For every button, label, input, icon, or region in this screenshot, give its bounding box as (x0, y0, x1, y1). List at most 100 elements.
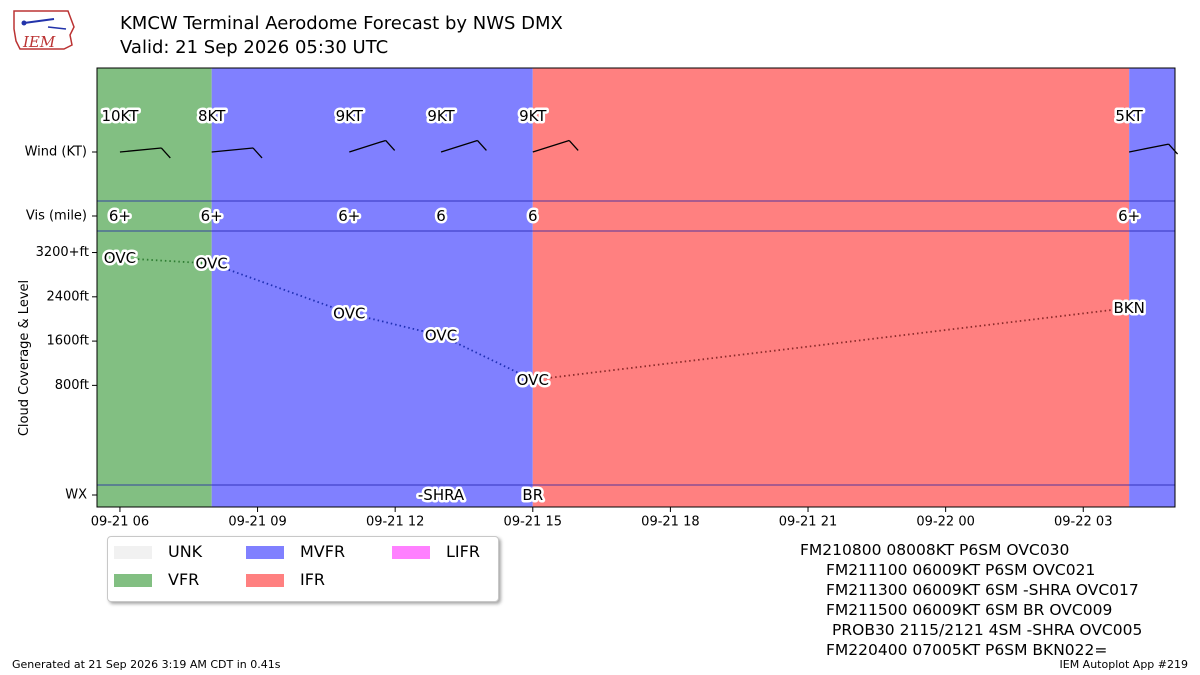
cloud-line-blue (211, 262, 534, 381)
cloud-level-lines (119, 257, 1130, 381)
vis-label-halo: 6 (528, 207, 538, 225)
category-bands (97, 68, 1175, 507)
x-tick-label: 09-21 09 (228, 515, 286, 530)
legend-label: VFR (168, 570, 200, 589)
taf-line: PROB30 2115/2121 4SM -SHRA OVC005 (832, 621, 1143, 639)
footer-app: IEM Autoplot App #219 (1059, 658, 1189, 671)
vis-label: 6+ (201, 207, 223, 225)
legend-swatch (246, 546, 284, 559)
vis-label-halo: 6+ (1118, 207, 1140, 225)
chart-title: KMCW Terminal Aerodome Forecast by NWS D… (120, 13, 563, 34)
x-tick-label: 09-21 12 (366, 515, 424, 530)
logo-text: IEM (22, 33, 56, 51)
vis-label-halo: 6+ (201, 207, 223, 225)
wind-barb-flag (568, 140, 579, 151)
wind-barb-flag (160, 147, 171, 159)
wind-barb (349, 139, 396, 153)
wind-label: 8KT (198, 107, 226, 125)
cloud-label: OVC (104, 249, 136, 267)
wind-barb (211, 147, 263, 159)
legend-swatch (114, 546, 152, 559)
wind-label: 9KT (427, 107, 455, 125)
cloud-label-halo: OVC (517, 371, 549, 389)
cloud-line-red (532, 306, 1130, 381)
wind-label: 5KT (1115, 107, 1143, 125)
cloud-label-halo: OVC (333, 304, 365, 322)
taf-chart: 10KT10KT6+6+OVCOVC8KT8KT6+6+OVCOVC9KT9KT… (17, 67, 1179, 530)
wx-label: -SHRA (418, 486, 465, 504)
wind-barb-shaft (440, 139, 478, 153)
wind-label-halo: 9KT (336, 107, 364, 125)
wind-barb-shaft (349, 139, 386, 153)
wind-barb-flag (1168, 143, 1179, 155)
cloud-label: OVC (425, 327, 457, 345)
taf-line: FM211300 06009KT 6SM -SHRA OVC017 (826, 581, 1139, 599)
legend-swatch (246, 574, 284, 587)
legend-label: LIFR (446, 542, 480, 561)
wind-label-halo: 9KT (519, 107, 547, 125)
chart-subtitle: Valid: 21 Sep 2026 05:30 UTC (120, 37, 389, 58)
vis-label-halo: 6+ (109, 207, 131, 225)
wx-label-halo: -SHRA (418, 486, 465, 504)
cloud-label-halo: OVC (104, 249, 136, 267)
taf-line: FM211500 06009KT 6SM BR OVC009 (826, 601, 1113, 619)
wind-barb-shaft (119, 147, 162, 153)
x-tick-label: 09-22 03 (1054, 515, 1112, 530)
y-axis-label-cloud: Cloud Coverage & Level (17, 280, 32, 436)
wind-barb-shaft (211, 147, 254, 153)
wind-barb (532, 139, 579, 153)
x-tick-label: 09-21 06 (91, 515, 149, 530)
cloud-label: OVC (196, 255, 228, 273)
wind-label-halo: 8KT (198, 107, 226, 125)
x-tick-label: 09-21 15 (504, 515, 562, 530)
cloud-label-halo: OVC (425, 327, 457, 345)
taf-line: FM211100 06009KT P6SM OVC021 (826, 561, 1096, 579)
wind-barb (119, 147, 171, 159)
title-block: KMCW Terminal Aerodome Forecast by NWS D… (120, 12, 563, 60)
row-label-vis: Vis (mile) (26, 209, 87, 224)
axes: 09-21 06 09-21 09 09-21 12 09-21 15 09-21 18… (25, 67, 1176, 530)
vis-label: 6 (436, 207, 446, 225)
legend-label: IFR (300, 570, 326, 589)
vis-label-halo: 6 (436, 207, 446, 225)
wx-label: BR (522, 486, 543, 504)
cloud-label: BKN (1113, 299, 1144, 317)
wind-barb-shaft (532, 139, 570, 153)
legend-label: MVFR (300, 542, 346, 561)
taf-raw-text: FM210800 08008KT P6SM OVC030 FM211100 060… (800, 540, 1142, 660)
wind-barb (1129, 143, 1179, 155)
iem-logo: IEM (13, 10, 75, 51)
x-tick-label: 09-21 21 (779, 515, 837, 530)
y-tick-label: 2400ft (46, 289, 89, 304)
wind-label-halo: 5KT (1115, 107, 1143, 125)
wind-label: 9KT (336, 107, 364, 125)
row-label-wx: WX (65, 488, 87, 503)
legend-label: UNK (168, 542, 203, 561)
wind-label: 9KT (519, 107, 547, 125)
plot-frame (96, 67, 1176, 508)
row-dividers (97, 200, 1175, 486)
forecast-marks: 10KT10KT6+6+OVCOVC8KT8KT6+6+OVCOVC9KT9KT… (99, 105, 1179, 507)
wind-label: 10KT (101, 107, 139, 125)
taf-line: FM210800 08008KT P6SM OVC030 (800, 541, 1070, 559)
vis-label: 6 (528, 207, 538, 225)
wx-label-halo: BR (522, 486, 543, 504)
x-tick-label: 09-22 00 (916, 515, 974, 530)
y-tick-label: 1600ft (46, 334, 89, 349)
cloud-label-halo: BKN (1113, 299, 1144, 317)
x-tick-label: 09-21 18 (641, 515, 699, 530)
y-tick-label: 3200+ft (36, 245, 89, 260)
footer-generated: Generated at 21 Sep 2026 3:19 AM CDT in … (12, 658, 281, 671)
cloud-label: OVC (333, 304, 365, 322)
wind-barb-shaft (1129, 143, 1169, 153)
wind-label-halo: 9KT (427, 107, 455, 125)
wind-barb-flag (476, 140, 487, 151)
category-band-ifr (532, 68, 1130, 507)
wind-label-halo: 10KT (101, 107, 139, 125)
wind-barb-flag (385, 140, 396, 151)
legend-swatch (114, 574, 152, 587)
category-band-mvfr (1129, 68, 1175, 507)
category-band-vfr (97, 68, 212, 507)
vis-label: 6+ (338, 207, 360, 225)
vis-label-halo: 6+ (338, 207, 360, 225)
